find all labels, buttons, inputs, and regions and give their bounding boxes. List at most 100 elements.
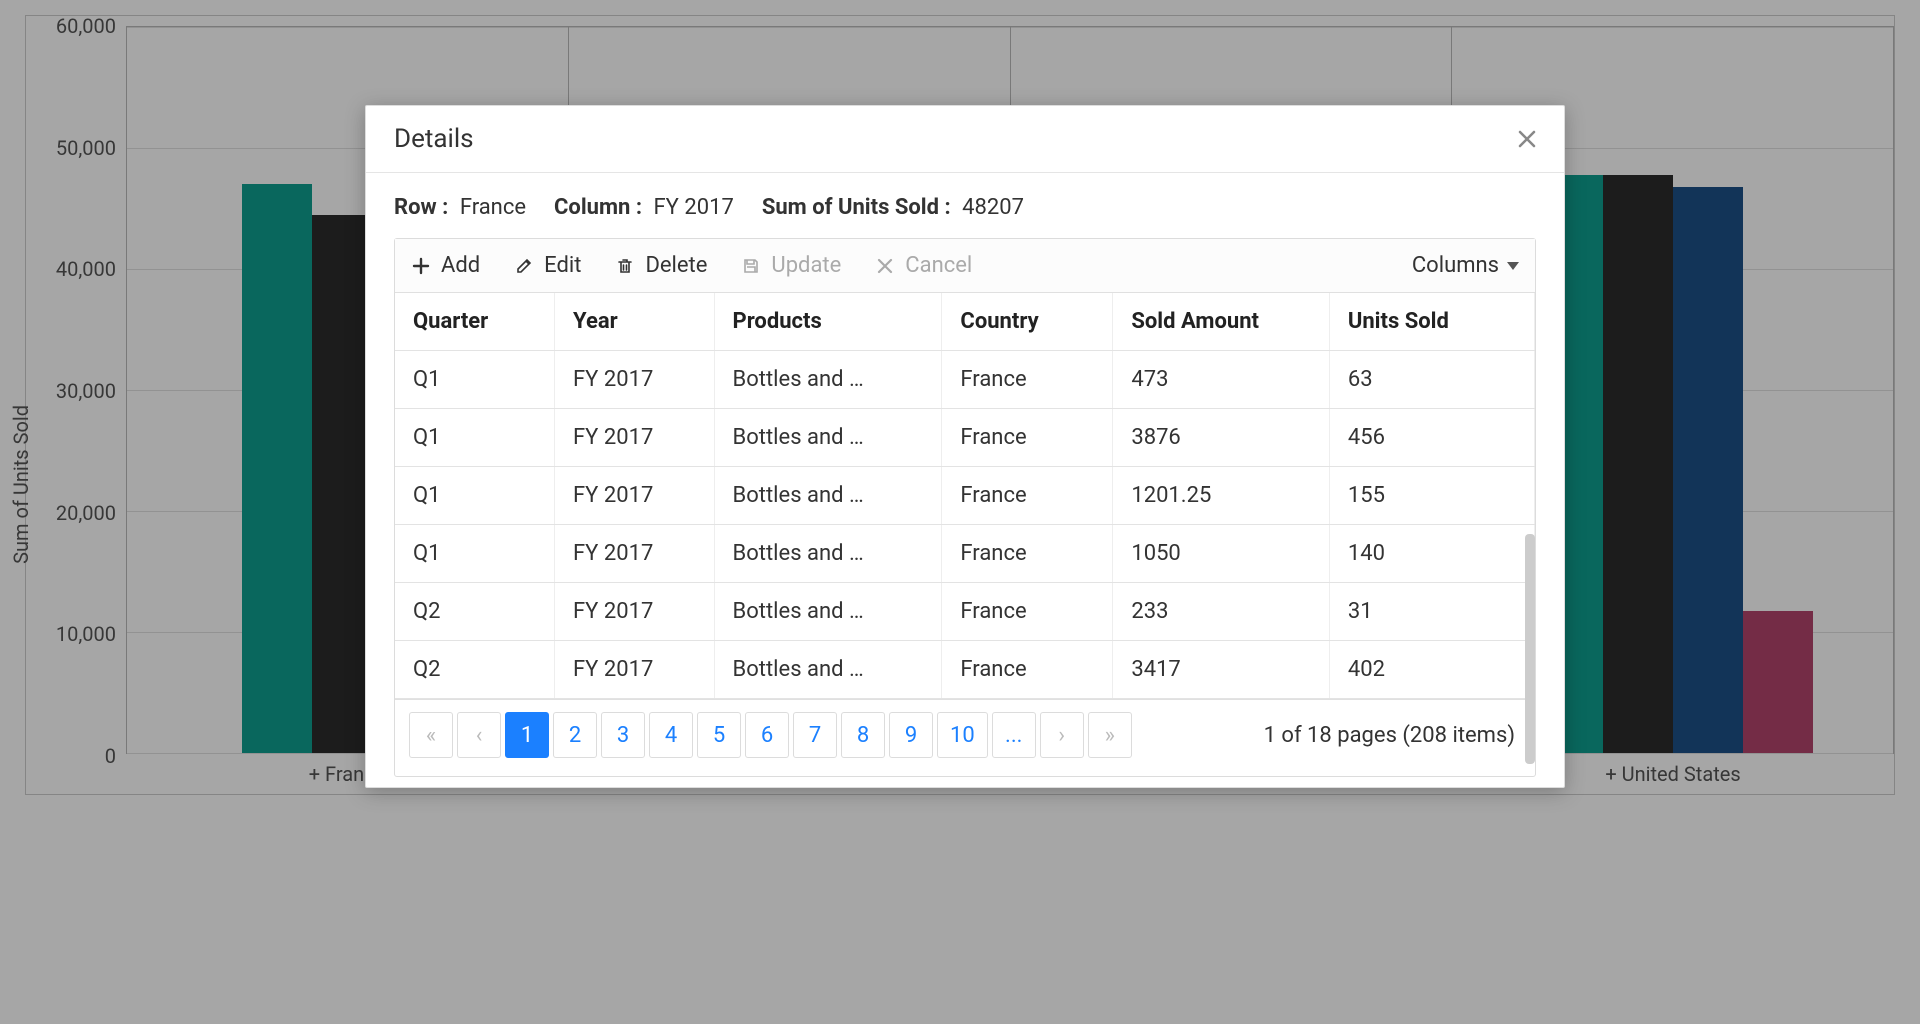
table-cell: 155 (1329, 467, 1534, 525)
column-header[interactable]: Units Sold (1329, 293, 1534, 351)
pager-page-button[interactable]: 8 (841, 712, 885, 758)
table-cell: Q2 (395, 641, 555, 699)
table-cell: 402 (1329, 641, 1534, 699)
table-cell: 63 (1329, 351, 1534, 409)
table-cell: France (942, 351, 1113, 409)
dialog-title: Details (394, 124, 474, 154)
pager-page-button[interactable]: 5 (697, 712, 741, 758)
pager-buttons: «‹12345678910...›» (409, 712, 1132, 758)
pager-info: 1 of 18 pages (208 items) (1264, 723, 1521, 748)
cancel-icon (875, 256, 895, 276)
table-cell: Bottles and … (714, 351, 942, 409)
chevron-down-icon (1507, 262, 1519, 270)
data-table: QuarterYearProductsCountrySold AmountUni… (395, 293, 1535, 699)
pager-page-button[interactable]: 9 (889, 712, 933, 758)
table-row[interactable]: Q2FY 2017Bottles and …France3417402 (395, 641, 1535, 699)
table-cell: 3876 (1113, 409, 1330, 467)
table-cell: 140 (1329, 525, 1534, 583)
summary-row-group: Row : France (394, 195, 526, 220)
column-header[interactable]: Country (942, 293, 1113, 351)
table-cell: Q1 (395, 525, 555, 583)
pager-page-button[interactable]: 4 (649, 712, 693, 758)
table-cell: 31 (1329, 583, 1534, 641)
summary-measure-label: Sum of Units Sold : (762, 195, 951, 220)
pencil-icon (514, 256, 534, 276)
pager-last-button[interactable]: » (1088, 712, 1132, 758)
column-header[interactable]: Products (714, 293, 942, 351)
table-cell: Q1 (395, 467, 555, 525)
table-cell: Bottles and … (714, 583, 942, 641)
summary-measure-group: Sum of Units Sold : 48207 (762, 195, 1024, 220)
pager-page-button[interactable]: 6 (745, 712, 789, 758)
table-cell: 3417 (1113, 641, 1330, 699)
table-cell: 1201.25 (1113, 467, 1330, 525)
table-row[interactable]: Q1FY 2017Bottles and …France47363 (395, 351, 1535, 409)
table-cell: Bottles and … (714, 409, 942, 467)
pager-page-button[interactable]: 3 (601, 712, 645, 758)
table-header-row: QuarterYearProductsCountrySold AmountUni… (395, 293, 1535, 351)
update-button[interactable]: Update (741, 253, 841, 278)
pager-first-button[interactable]: « (409, 712, 453, 758)
summary-row-label: Row : (394, 195, 448, 220)
table-row[interactable]: Q1FY 2017Bottles and …France1050140 (395, 525, 1535, 583)
table-cell: France (942, 467, 1113, 525)
table-cell: France (942, 409, 1113, 467)
dialog-header: Details (366, 106, 1564, 173)
column-header[interactable]: Quarter (395, 293, 555, 351)
cancel-label: Cancel (905, 253, 972, 278)
table-row[interactable]: Q2FY 2017Bottles and …France23331 (395, 583, 1535, 641)
table-cell: 473 (1113, 351, 1330, 409)
table-row[interactable]: Q1FY 2017Bottles and …France3876456 (395, 409, 1535, 467)
table-cell: France (942, 525, 1113, 583)
table-cell: 1050 (1113, 525, 1330, 583)
table-row[interactable]: Q1FY 2017Bottles and …France1201.25155 (395, 467, 1535, 525)
table-cell: France (942, 583, 1113, 641)
pager: «‹12345678910...›» 1 of 18 pages (208 it… (395, 699, 1535, 776)
pager-page-button[interactable]: ... (992, 712, 1036, 758)
summary-column-group: Column : FY 2017 (554, 195, 734, 220)
add-label: Add (441, 253, 480, 278)
pager-page-button[interactable]: 1 (505, 712, 549, 758)
table-cell: FY 2017 (555, 409, 715, 467)
plus-icon (411, 256, 431, 276)
table-cell: Q2 (395, 583, 555, 641)
table-cell: Bottles and … (714, 467, 942, 525)
grid-toolbar: Add Edit Delete Update (395, 239, 1535, 293)
close-icon (1518, 130, 1536, 148)
scrollbar-thumb[interactable] (1525, 534, 1535, 764)
pager-page-button[interactable]: 7 (793, 712, 837, 758)
pager-page-button[interactable]: 10 (937, 712, 988, 758)
table-cell: 456 (1329, 409, 1534, 467)
table-cell: Q1 (395, 351, 555, 409)
trash-icon (615, 256, 635, 276)
summary-row: Row : France Column : FY 2017 Sum of Uni… (366, 173, 1564, 238)
pager-prev-button[interactable]: ‹ (457, 712, 501, 758)
add-button[interactable]: Add (411, 253, 480, 278)
edit-button[interactable]: Edit (514, 253, 581, 278)
table-cell: FY 2017 (555, 467, 715, 525)
close-button[interactable] (1518, 130, 1536, 148)
details-dialog: Details Row : France Column : FY 2017 Su… (365, 105, 1565, 788)
edit-label: Edit (544, 253, 581, 278)
update-label: Update (771, 253, 841, 278)
columns-label: Columns (1412, 253, 1499, 278)
summary-column-label: Column : (554, 195, 642, 220)
summary-row-value: France (460, 195, 526, 220)
delete-button[interactable]: Delete (615, 253, 707, 278)
cancel-button[interactable]: Cancel (875, 253, 972, 278)
delete-label: Delete (645, 253, 707, 278)
table-cell: 233 (1113, 583, 1330, 641)
column-header[interactable]: Year (555, 293, 715, 351)
table-cell: Q1 (395, 409, 555, 467)
columns-dropdown[interactable]: Columns (1412, 253, 1519, 278)
table-cell: FY 2017 (555, 351, 715, 409)
pager-next-button[interactable]: › (1040, 712, 1084, 758)
summary-column-value: FY 2017 (654, 195, 734, 220)
save-icon (741, 256, 761, 276)
pager-page-button[interactable]: 2 (553, 712, 597, 758)
table-cell: Bottles and … (714, 641, 942, 699)
grid-wrapper: Add Edit Delete Update (394, 238, 1536, 777)
summary-measure-value: 48207 (962, 195, 1024, 220)
table-cell: FY 2017 (555, 641, 715, 699)
column-header[interactable]: Sold Amount (1113, 293, 1330, 351)
